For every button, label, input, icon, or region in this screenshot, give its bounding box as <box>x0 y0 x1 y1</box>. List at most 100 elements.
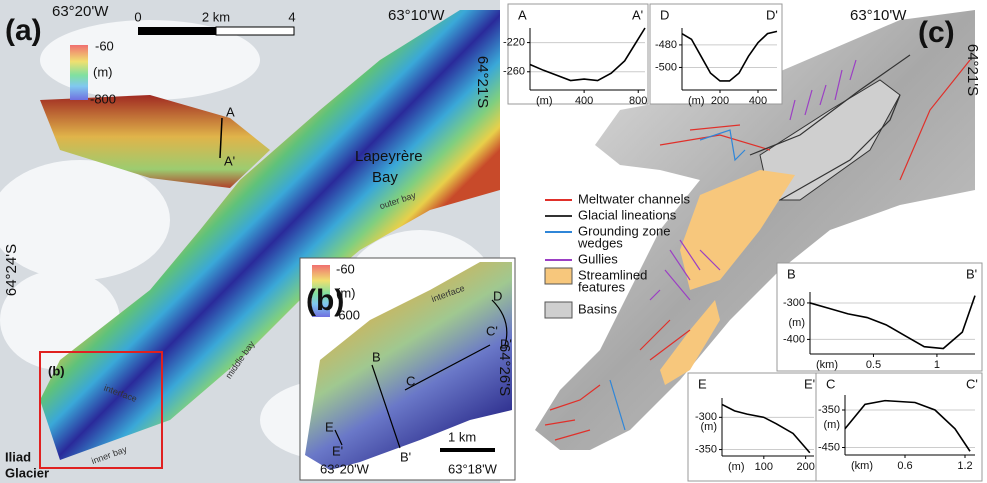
x-tick-label: 100 <box>755 461 773 473</box>
x-axis-label: (km) <box>851 460 873 472</box>
streamlined-features <box>660 170 795 385</box>
panel-label: (b) <box>306 284 344 317</box>
legend-label: Glacial lineations <box>578 207 677 222</box>
longitude-label: 63°10'W <box>388 7 445 24</box>
y-axis-label: (m) <box>701 421 718 433</box>
profile-label: A <box>226 104 235 119</box>
profile-line <box>809 295 976 350</box>
scale-label: 4 <box>288 9 295 24</box>
inset-box <box>39 351 163 469</box>
scale-label: 0 <box>134 9 141 24</box>
fjord-bathymetry <box>40 10 500 460</box>
legend-label: Basins <box>578 301 618 316</box>
profile-end-label: A' <box>632 7 643 22</box>
y-tick-label: -300 <box>783 297 805 309</box>
profile-background <box>507 3 649 105</box>
colorbar-label: -60 <box>95 38 114 53</box>
panel-label: (c) <box>918 16 955 49</box>
profile-end-label: E' <box>804 376 815 391</box>
panel-label: (a) <box>5 14 42 47</box>
west-arm-bathymetry <box>40 95 270 188</box>
glacier-name: Iliad <box>5 449 31 464</box>
y-tick-label: -500 <box>655 61 677 73</box>
colorbar-label: (m) <box>93 64 113 79</box>
profile-label: E <box>325 419 334 434</box>
legend-label: Streamlined <box>578 267 647 282</box>
legend-swatch <box>544 267 573 285</box>
scale-label: 1 km <box>448 429 476 444</box>
profile-start-label: C <box>826 376 835 391</box>
profile-start-label: E <box>698 376 707 391</box>
y-tick-label: -400 <box>783 333 805 345</box>
profile-label: B <box>372 349 381 364</box>
scale-label: 2 km <box>202 9 230 24</box>
x-axis-label: (m) <box>536 95 553 107</box>
colorbar-label: (m) <box>336 285 356 300</box>
legend-label: Gullies <box>578 251 618 266</box>
profile-end-label: B' <box>966 266 977 281</box>
y-tick-label: -350 <box>818 404 840 416</box>
x-tick-label: 200 <box>711 95 729 107</box>
x-tick-label: 0.6 <box>897 460 912 472</box>
colorbar-label: -600 <box>334 307 360 322</box>
profile-line <box>721 403 811 454</box>
scale-bar <box>215 26 295 36</box>
profile-label: E' <box>332 443 343 458</box>
x-tick-label: 1 <box>934 359 940 371</box>
x-axis-label: (m) <box>688 95 705 107</box>
y-tick-label: -480 <box>655 39 677 51</box>
longitude-label: 63°10'W <box>850 7 907 24</box>
scale-bar <box>138 27 216 35</box>
colorbar <box>70 45 88 100</box>
profile-start-label: B <box>787 266 796 281</box>
y-tick-label: -220 <box>503 36 525 48</box>
place-name: Bay <box>372 169 398 186</box>
x-tick-label: 800 <box>629 95 647 107</box>
legend-label: Meltwater channels <box>578 191 690 206</box>
profile-line <box>529 27 646 82</box>
profile-lines <box>334 299 508 449</box>
profile-label: B' <box>400 449 411 464</box>
scale-bar <box>440 448 495 452</box>
profile-start-label: A <box>518 7 527 22</box>
place-name: Lapeyrère <box>355 148 423 165</box>
y-tick-label: -300 <box>695 411 717 423</box>
y-tick-label: -350 <box>695 443 717 455</box>
y-axis-label: (m) <box>789 317 806 329</box>
profile-background <box>687 372 821 482</box>
legend-label: features <box>578 279 625 294</box>
mapped-features <box>544 54 971 441</box>
profile-end-label: D' <box>766 7 778 22</box>
y-tick-label: -450 <box>818 441 840 453</box>
longitude-label: 63°20'W <box>320 461 370 476</box>
x-axis-label: (m) <box>728 461 745 473</box>
inset-bathymetry <box>305 262 512 470</box>
profile-label: D' <box>500 336 512 351</box>
y-tick-label: -260 <box>503 66 525 78</box>
longitude-label: 63°20'W <box>52 3 109 20</box>
profile-label: C <box>406 373 415 388</box>
colorbar-label: -60 <box>336 261 355 276</box>
latitude-label: 64°24'S <box>3 244 20 296</box>
panel-b: (b) -60 (m) -600 B B' C C' D D' E E' int… <box>299 257 516 481</box>
x-axis-label: (km) <box>816 359 838 371</box>
latitude-label: 64°21'S <box>474 56 491 108</box>
legend-label: Grounding zone <box>578 223 671 238</box>
y-axis-label: (m) <box>824 419 841 431</box>
x-tick-label: 200 <box>796 461 814 473</box>
profile-background <box>649 3 783 105</box>
colorbar-label: -800 <box>90 91 116 106</box>
x-tick-label: 400 <box>749 95 767 107</box>
longitude-label: 63°18'W <box>448 461 498 476</box>
profile-line <box>844 399 971 452</box>
profiles: -220 -260 400 800 A A' (m) -480 -500 200 400 D D' (m)… <box>503 3 983 482</box>
latitude-label: 64°26'S <box>496 344 513 396</box>
profile-label: A' <box>224 153 235 168</box>
legend-swatch <box>544 301 573 319</box>
glacier-name: Glacier <box>5 465 49 480</box>
profile-start-label: D <box>660 7 669 22</box>
inset-label: (b) <box>48 363 65 378</box>
colorbar <box>312 265 330 317</box>
